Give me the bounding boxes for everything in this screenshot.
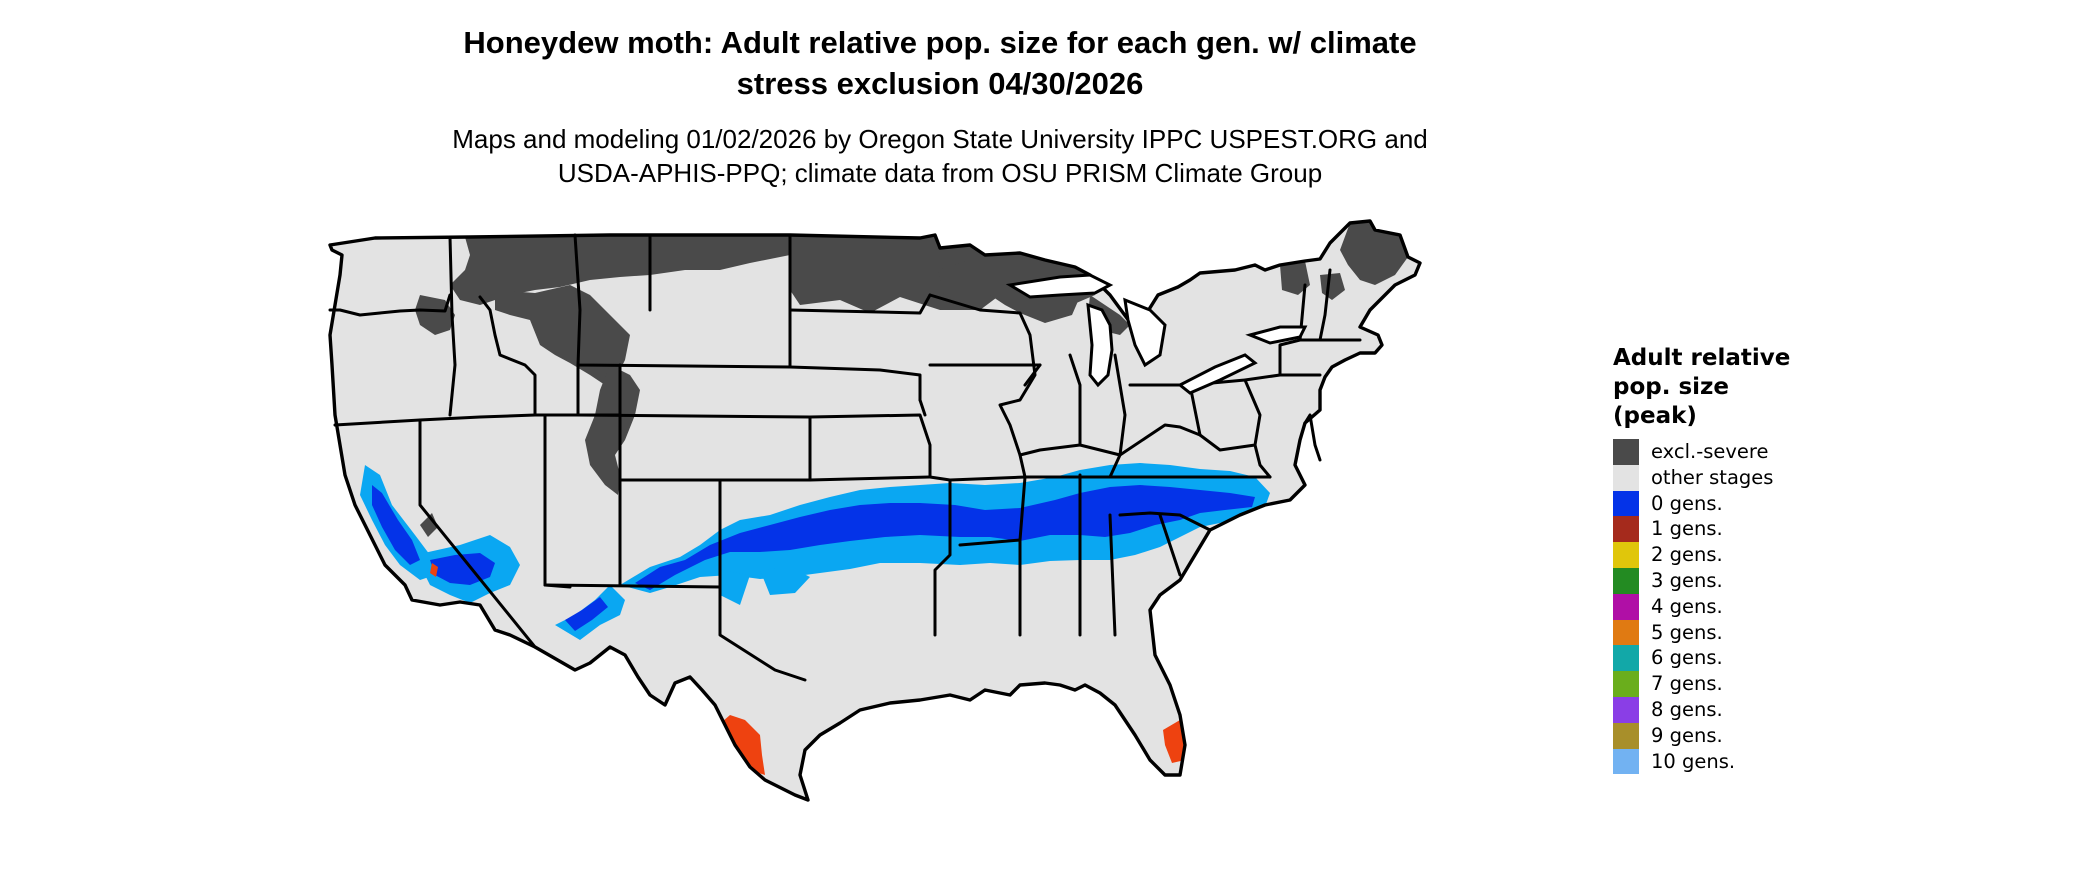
- legend-label: 10 gens.: [1651, 749, 1736, 773]
- map-title: Honeydew moth: Adult relative pop. size …: [463, 25, 1417, 101]
- legend-item: 8 gens.: [1613, 696, 1903, 723]
- legend-swatch: [1613, 696, 1639, 723]
- yellow-region: [1178, 815, 1190, 837]
- legend-item: 0 gens.: [1613, 490, 1903, 517]
- legend-item: 3 gens.: [1613, 567, 1903, 594]
- legend-items: excl.-severe other stages 0 gens. 1 gens. 2 …: [1613, 439, 1903, 775]
- legend-item: other stages: [1613, 464, 1903, 491]
- legend: Adult relative pop. size (peak) excl.-se…: [1613, 344, 1903, 775]
- us-map-svg: [328, 219, 1422, 837]
- lake-huron: [1123, 297, 1167, 368]
- legend-label: 1 gens.: [1651, 517, 1723, 541]
- lake-michigan: [1086, 302, 1114, 388]
- legend-swatch: [1613, 645, 1639, 672]
- legend-item: 7 gens.: [1613, 671, 1903, 697]
- legend-label: 8 gens.: [1651, 697, 1723, 721]
- legend-swatch: [1613, 593, 1639, 620]
- legend-swatch: [1613, 748, 1639, 775]
- lake-superior: [1005, 273, 1114, 299]
- legend-item: 9 gens.: [1613, 722, 1903, 749]
- legend-swatch: [1613, 542, 1639, 568]
- legend-label: 0 gens.: [1651, 491, 1723, 515]
- legend-item: 10 gens.: [1613, 748, 1903, 775]
- us-map: [320, 215, 1580, 892]
- legend-label: 7 gens.: [1651, 672, 1723, 696]
- legend-swatch: [1613, 516, 1639, 543]
- legend-label: excl.-severe: [1651, 440, 1769, 463]
- map-subtitle: Maps and modeling 01/02/2026 by Oregon S…: [452, 124, 1428, 188]
- lake-erie: [1177, 353, 1258, 395]
- legend-item: 4 gens.: [1613, 593, 1903, 620]
- legend-label: other stages: [1651, 465, 1774, 489]
- legend-label: 9 gens.: [1651, 723, 1723, 747]
- deep-blue-regions: [372, 485, 1255, 631]
- great-lakes: [1005, 273, 1308, 395]
- legend-swatch: [1613, 439, 1639, 465]
- legend-item: excl.-severe: [1613, 439, 1903, 465]
- legend-item: 5 gens.: [1613, 619, 1903, 646]
- legend-label: 4 gens.: [1651, 594, 1723, 618]
- legend-label: 2 gens.: [1651, 543, 1723, 567]
- legend-label: 3 gens.: [1651, 568, 1723, 592]
- lake-ontario: [1245, 325, 1308, 345]
- legend-swatch: [1613, 567, 1639, 594]
- legend-item: 2 gens.: [1613, 542, 1903, 568]
- legend-title: Adult relative pop. size (peak): [1613, 345, 1791, 429]
- legend-item: 1 gens.: [1613, 516, 1903, 543]
- legend-label: 6 gens.: [1651, 646, 1723, 670]
- legend-item: 6 gens.: [1613, 645, 1903, 672]
- legend-swatch: [1613, 619, 1639, 646]
- legend-swatch: [1613, 490, 1639, 517]
- legend-swatch: [1613, 671, 1639, 697]
- legend-label: 5 gens.: [1651, 620, 1723, 644]
- legend-swatch: [1613, 464, 1639, 491]
- legend-swatch: [1613, 722, 1639, 749]
